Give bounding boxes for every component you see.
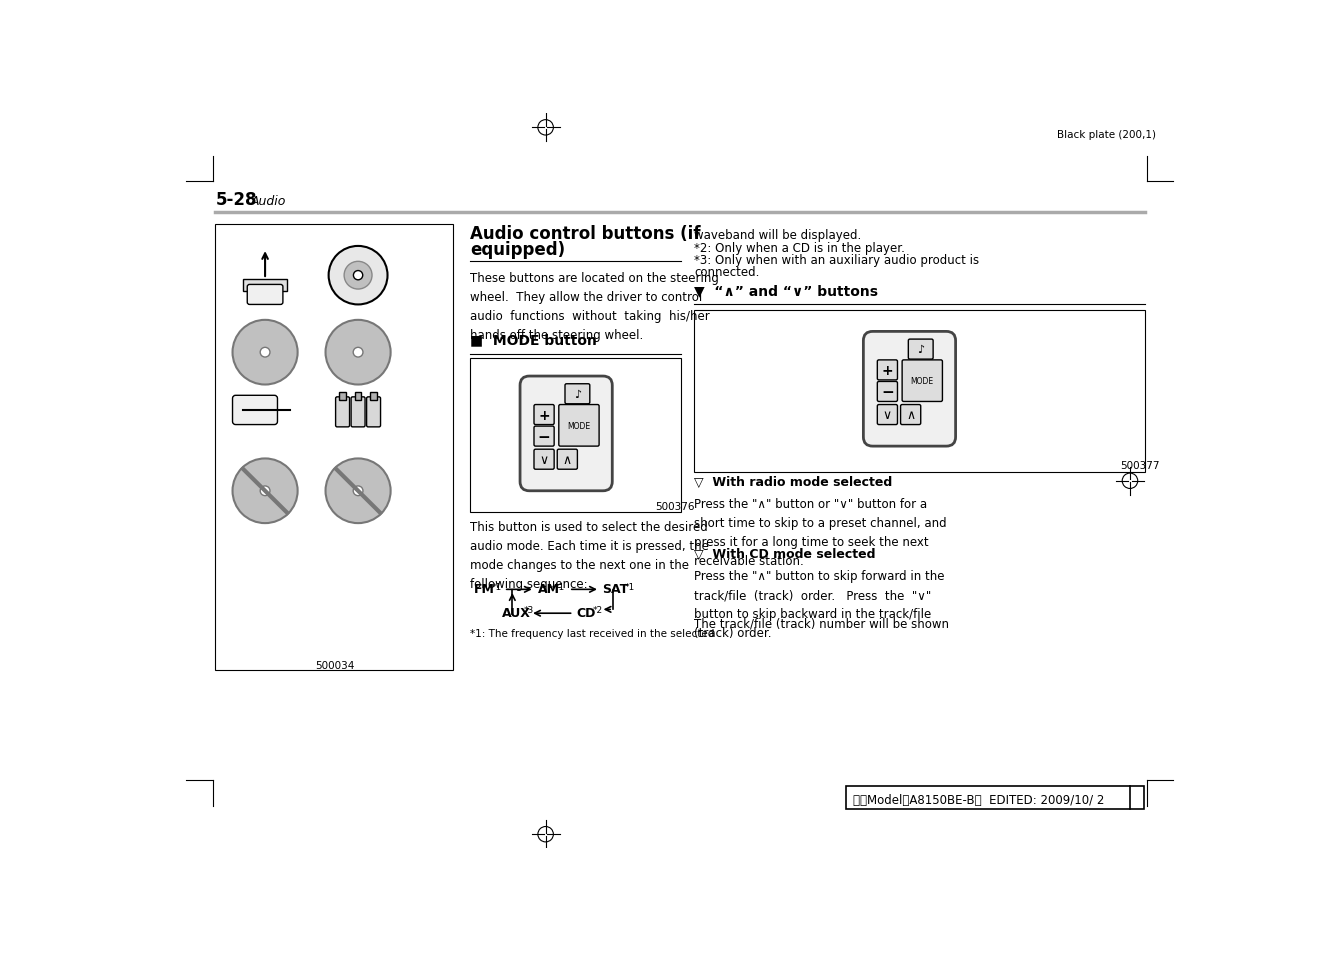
FancyBboxPatch shape [901, 405, 921, 425]
Text: waveband will be displayed.: waveband will be displayed. [694, 229, 861, 242]
Text: ▼  “∧” and “∨” buttons: ▼ “∧” and “∨” buttons [694, 284, 878, 298]
FancyBboxPatch shape [533, 405, 555, 425]
Text: This button is used to select the desired
audio mode. Each time it is pressed, t: This button is used to select the desire… [471, 520, 710, 591]
Text: *1: *1 [491, 582, 502, 592]
Circle shape [353, 348, 364, 357]
Text: Press the "∧" button to skip forward in the
track/file  (track)  order.   Press : Press the "∧" button to skip forward in … [694, 570, 945, 639]
Text: The track/file (track) number will be shown: The track/file (track) number will be sh… [694, 617, 949, 630]
Text: AM: AM [537, 583, 560, 596]
Text: Press the "∧" button or "∨" button for a
short time to skip to a preset channel,: Press the "∧" button or "∨" button for a… [694, 497, 947, 567]
Bar [215, 224, 454, 671]
Circle shape [325, 320, 390, 385]
FancyBboxPatch shape [232, 395, 277, 425]
Text: ∨: ∨ [540, 454, 548, 466]
Text: *1: *1 [625, 582, 634, 592]
Circle shape [260, 486, 269, 497]
Bar [243, 280, 287, 292]
Text: ∨: ∨ [882, 409, 892, 421]
Text: 5-28: 5-28 [215, 192, 257, 209]
Text: SAT: SAT [602, 583, 629, 596]
Circle shape [344, 262, 372, 290]
FancyBboxPatch shape [533, 427, 555, 447]
FancyBboxPatch shape [902, 360, 942, 402]
Text: *1: *1 [555, 582, 565, 592]
FancyBboxPatch shape [533, 450, 555, 470]
Text: +: + [539, 408, 549, 422]
FancyBboxPatch shape [864, 332, 955, 447]
Text: *2: *2 [593, 606, 602, 615]
FancyBboxPatch shape [877, 405, 897, 425]
Circle shape [353, 272, 362, 280]
Circle shape [353, 272, 362, 280]
FancyBboxPatch shape [336, 397, 349, 428]
Text: Audio control buttons (if: Audio control buttons (if [471, 225, 701, 243]
FancyBboxPatch shape [557, 450, 577, 470]
Text: ■  MODE button: ■ MODE button [471, 333, 597, 347]
Text: 500376: 500376 [656, 501, 694, 512]
Text: 500377: 500377 [1120, 460, 1160, 470]
Bar [356, 393, 361, 400]
Text: AUX: AUX [502, 606, 531, 618]
Text: CD: CD [577, 606, 596, 618]
Circle shape [329, 247, 387, 305]
Text: Black plate (200,1): Black plate (200,1) [1058, 130, 1156, 139]
Text: −: − [537, 429, 551, 444]
Bar [471, 359, 681, 513]
Text: *1: The frequency last received in the selected: *1: The frequency last received in the s… [471, 628, 715, 638]
Bar [847, 786, 1144, 809]
Text: *2: Only when a CD is in the player.: *2: Only when a CD is in the player. [694, 241, 905, 254]
Text: MODE: MODE [568, 421, 591, 431]
Text: MODE: MODE [910, 376, 934, 386]
Text: +: + [881, 363, 893, 377]
Circle shape [353, 486, 364, 497]
Text: ∧: ∧ [906, 409, 916, 421]
FancyBboxPatch shape [559, 405, 598, 447]
Bar [370, 393, 377, 400]
Circle shape [260, 348, 269, 357]
Text: 北米Model＂A8150BE-B＂  EDITED: 2009/10/ 2: 北米Model＂A8150BE-B＂ EDITED: 2009/10/ 2 [852, 793, 1104, 806]
Text: ♪: ♪ [573, 390, 581, 399]
Text: −: − [881, 385, 894, 399]
Text: ▽  With CD mode selected: ▽ With CD mode selected [694, 547, 876, 560]
Text: ∧: ∧ [563, 454, 572, 466]
Bar [694, 311, 1145, 472]
Text: 500034: 500034 [314, 660, 354, 670]
Text: FM: FM [474, 583, 495, 596]
Text: *3: Only when with an auxiliary audio product is: *3: Only when with an auxiliary audio pr… [694, 253, 979, 267]
FancyBboxPatch shape [520, 376, 612, 491]
Text: ♪: ♪ [917, 345, 925, 355]
Text: connected.: connected. [694, 266, 760, 279]
Text: ▽  With radio mode selected: ▽ With radio mode selected [694, 476, 893, 488]
FancyBboxPatch shape [352, 397, 365, 428]
Circle shape [325, 459, 390, 523]
Circle shape [232, 320, 297, 385]
Bar [340, 393, 345, 400]
Text: These buttons are located on the steering
wheel.  They allow the driver to contr: These buttons are located on the steerin… [471, 272, 719, 342]
Text: *3: *3 [524, 606, 535, 615]
FancyBboxPatch shape [877, 360, 897, 380]
FancyBboxPatch shape [366, 397, 381, 428]
FancyBboxPatch shape [877, 382, 897, 402]
Circle shape [232, 459, 297, 523]
Text: Audio: Audio [251, 195, 287, 208]
FancyBboxPatch shape [247, 285, 283, 305]
Text: equipped): equipped) [471, 240, 565, 258]
FancyBboxPatch shape [565, 384, 589, 404]
FancyBboxPatch shape [908, 339, 933, 359]
